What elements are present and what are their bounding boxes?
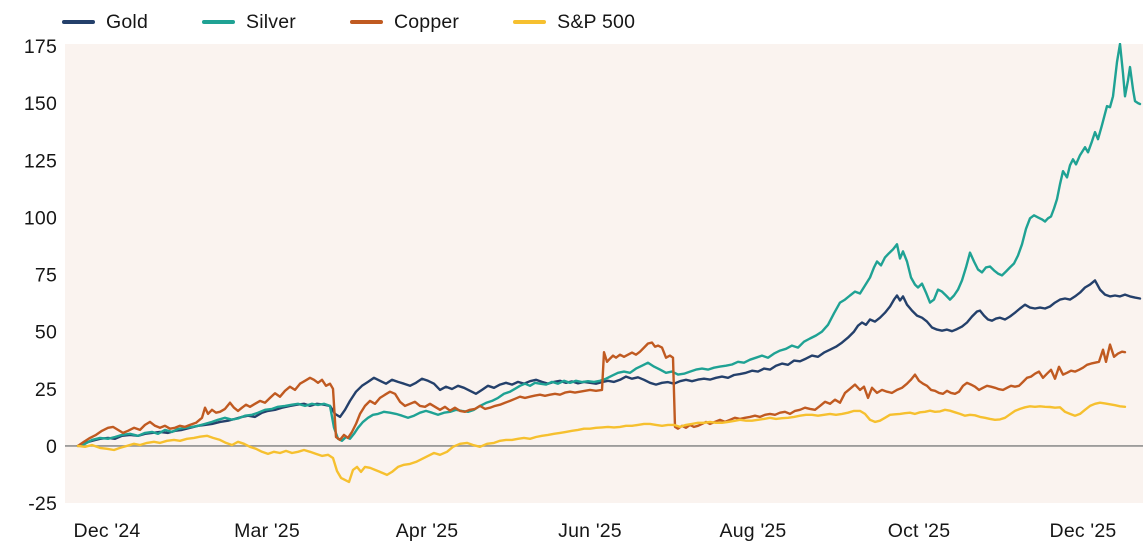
legend-item-silver[interactable]: Silver	[202, 11, 296, 34]
legend-line-swatch-gold	[62, 20, 95, 24]
legend-line-swatch-s-p-500	[513, 20, 547, 24]
x-axis-tick-label: Apr '25	[396, 520, 459, 542]
y-axis-tick-label: 150	[24, 93, 57, 115]
y-axis-tick-label: 175	[24, 36, 57, 58]
x-axis-tick-label: Dec '25	[1050, 520, 1117, 542]
legend-line-swatch-silver	[202, 20, 235, 24]
series-line-silver	[76, 43, 1142, 448]
x-axis-tick-label: Oct '25	[888, 520, 951, 542]
x-axis-tick-label: Jun '25	[558, 520, 622, 542]
x-axis-tick-label: Mar '25	[234, 520, 300, 542]
y-axis-tick-label: 125	[24, 150, 57, 172]
legend-label-gold: Gold	[106, 10, 148, 33]
plot-area	[65, 44, 1143, 503]
legend-label-copper: Copper	[393, 10, 460, 33]
y-axis-tick-label: 50	[35, 322, 57, 344]
y-axis-tick-label: 0	[46, 436, 57, 458]
series-line-copper	[76, 341, 1127, 448]
legend-label-silver: Silver	[246, 10, 296, 33]
legend-line-swatch-copper	[349, 20, 383, 24]
x-axis-tick-label: Aug '25	[720, 520, 787, 542]
y-axis-tick-label: 100	[24, 207, 57, 229]
y-axis-tick-label: 25	[35, 379, 57, 401]
legend-item-s-p-500[interactable]: S&P 500	[513, 11, 635, 34]
legend-label-s-p-500: S&P 500	[557, 10, 636, 33]
series-line-s-p-500	[76, 401, 1127, 484]
x-axis-tick-label: Dec '24	[74, 520, 141, 542]
chart-legend: Gold Silver Copper S&P 500	[62, 9, 1143, 35]
legend-item-gold[interactable]: Gold	[62, 11, 148, 34]
y-axis-tick-label: -25	[28, 493, 57, 515]
legend-item-copper[interactable]: Copper	[349, 10, 460, 34]
y-axis-tick-label: 75	[35, 265, 57, 287]
